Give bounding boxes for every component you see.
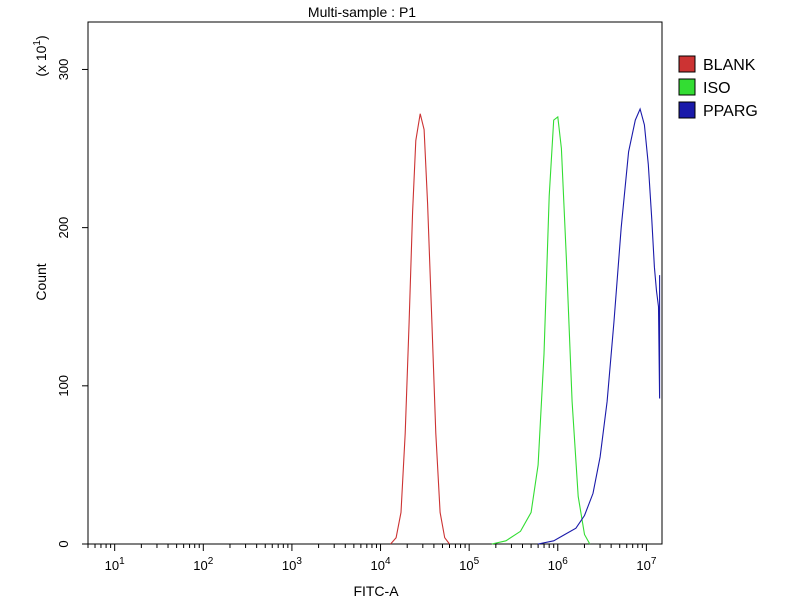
y-multiplier-prefix: (x 10 <box>33 45 49 76</box>
y-tick-label-100: 100 <box>56 375 71 397</box>
series-layer <box>390 107 661 545</box>
chart-title: Multi-sample : P1 <box>308 4 416 20</box>
x-tick-label-6: 106 <box>548 556 568 573</box>
legend-label-blank: BLANK <box>703 57 756 74</box>
legend-swatch-pparg <box>678 101 696 119</box>
legend-label-iso: ISO <box>703 80 731 97</box>
x-tick-base: 10 <box>193 558 207 573</box>
x-tick-exp: 3 <box>296 556 302 567</box>
legend-label-pparg: PPARG <box>703 103 758 120</box>
x-tick-label-3: 103 <box>282 556 302 573</box>
x-tick-exp: 1 <box>119 556 125 567</box>
y-tick-label-0: 0 <box>56 540 71 547</box>
y-tick-label-200: 200 <box>56 217 71 239</box>
legend-swatch-iso <box>678 78 696 96</box>
x-tick-base: 10 <box>459 558 473 573</box>
plot-frame <box>87 21 663 545</box>
x-tick-exp: 2 <box>208 556 214 567</box>
series-line-iso <box>491 115 591 545</box>
x-tick-base: 10 <box>105 558 119 573</box>
x-tick-exp: 6 <box>562 556 568 567</box>
x-tick-label-1: 101 <box>105 556 125 573</box>
y-tick-label-300: 300 <box>56 59 71 81</box>
x-tick-label-4: 104 <box>371 556 391 573</box>
y-axis: 0 100 200 300 <box>56 59 88 548</box>
x-tick-label-5: 105 <box>459 556 479 573</box>
x-tick-exp: 5 <box>474 556 480 567</box>
x-tick-label-2: 102 <box>193 556 213 573</box>
y-axis-multiplier: (x 101) <box>32 35 49 76</box>
x-tick-exp: 7 <box>651 556 657 567</box>
x-axis-label: FITC-A <box>353 583 399 599</box>
y-multiplier-close: ) <box>33 35 49 40</box>
x-tick-base: 10 <box>636 558 650 573</box>
series-line-pparg <box>537 107 661 545</box>
x-tick-exp: 4 <box>385 556 391 567</box>
x-axis: 101 102 103 104 105 106 107 <box>87 544 657 573</box>
x-tick-label-7: 107 <box>636 556 656 573</box>
x-tick-base: 10 <box>282 558 296 573</box>
series-line-blank <box>390 113 450 545</box>
y-axis-label: Count <box>33 263 49 300</box>
x-tick-base: 10 <box>371 558 385 573</box>
y-multiplier-exp: 1 <box>32 40 43 46</box>
legend-swatch-blank <box>678 55 696 73</box>
legend: BLANK ISO PPARG <box>678 55 758 120</box>
x-tick-base: 10 <box>548 558 562 573</box>
